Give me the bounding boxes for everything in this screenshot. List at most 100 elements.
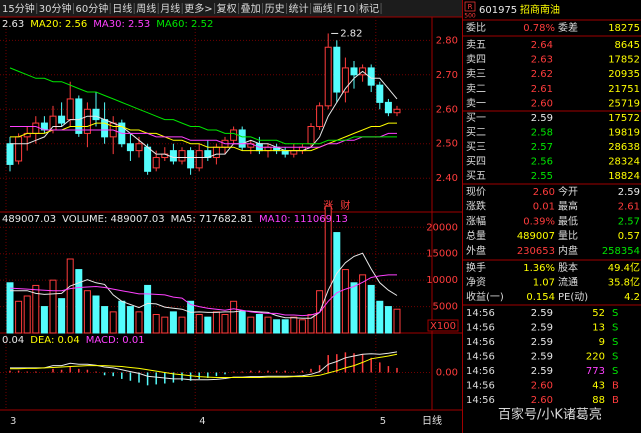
book-price: 2.61: [531, 84, 553, 95]
field-value: 489007: [517, 231, 555, 242]
book-volume: 19819: [608, 128, 640, 139]
toolbar-tab[interactable]: 日线: [112, 2, 132, 15]
volume-bar: [92, 295, 100, 334]
book-volume: 18824: [608, 171, 640, 182]
candle-body: [350, 67, 358, 76]
candle-body: [101, 119, 109, 138]
volume-bar: [152, 314, 160, 334]
indicator-line: [10, 353, 398, 378]
book-volume: 8645: [615, 40, 640, 51]
book-label: 卖二: [466, 83, 486, 95]
toolbar-tab[interactable]: 统计: [289, 2, 309, 15]
field-value: 0.01: [533, 202, 555, 213]
volume-bar: [187, 300, 195, 334]
indicator-label: 489007.03: [2, 214, 56, 225]
trade-side: B: [612, 395, 619, 406]
volume-bar: [178, 316, 186, 334]
candle-body: [178, 150, 186, 162]
volume-bar: [83, 290, 91, 334]
indicator-line: [10, 126, 397, 148]
field-value: 49.4亿: [608, 261, 640, 274]
volume-bar: [118, 300, 126, 334]
candle-body: [126, 143, 134, 152]
candle-body: [384, 101, 392, 114]
trade-time: 14:56: [466, 337, 495, 348]
indicator-label: MA5: 717682.81: [171, 214, 253, 225]
trade-volume: 88: [592, 395, 605, 406]
book-price: 2.63: [531, 55, 553, 66]
stock-name: 招商南油: [520, 3, 560, 16]
trade-side: S: [612, 352, 618, 363]
toolbar-tab[interactable]: 叠加: [241, 3, 261, 15]
field-label: 委差: [558, 21, 578, 34]
y-tick-label: 5000: [433, 302, 458, 313]
toolbar-tab[interactable]: 月线: [160, 2, 180, 15]
volume-bar: [75, 269, 83, 334]
candle-body: [66, 98, 74, 121]
toolbar-tab[interactable]: 更多>: [184, 2, 212, 15]
toolbar-tab[interactable]: 周线: [136, 2, 156, 15]
candle-body: [341, 67, 349, 93]
unit-label: X100: [430, 321, 456, 332]
trade-side: S: [612, 337, 618, 348]
indicator-line: [10, 351, 398, 381]
toolbar-tab[interactable]: 60分钟: [75, 2, 108, 15]
book-label: 买二: [466, 127, 486, 139]
field-label: 最低: [558, 214, 578, 227]
candle-body: [83, 108, 91, 134]
y-tick-label: 2.40: [436, 173, 458, 184]
candle-body: [316, 105, 324, 128]
candle-body: [238, 129, 246, 148]
period-tab[interactable]: 日线: [422, 414, 442, 427]
candle-body: [135, 143, 143, 152]
field-label: 现价: [466, 186, 486, 198]
candle-body: [195, 150, 203, 169]
y-tick-label: 2.80: [436, 35, 458, 46]
volume-bar: [23, 295, 31, 334]
indicator-label: DEA: 0.04: [30, 335, 80, 346]
field-label: 外盘: [466, 244, 486, 257]
field-label: 净资: [466, 276, 486, 289]
event-marker[interactable]: 财: [340, 199, 350, 212]
y-tick-label: 15000: [426, 249, 458, 260]
volume-bar: [281, 319, 289, 334]
trade-volume: 43: [592, 381, 605, 392]
field-value: 0.39%: [523, 216, 555, 227]
field-value: 230653: [517, 246, 555, 257]
candle-body: [290, 150, 298, 155]
trade-price: 2.59: [531, 352, 553, 363]
badge: R: [468, 3, 473, 11]
book-label: 买一: [466, 112, 486, 124]
indicator-label: 2.63: [2, 19, 24, 30]
toolbar-tab[interactable]: 历史: [265, 3, 285, 15]
volume-bar: [126, 306, 134, 334]
trade-price: 2.60: [531, 381, 553, 392]
y-tick-label: 0.00: [436, 368, 458, 379]
indicator-line: [10, 70, 398, 158]
book-price: 2.56: [531, 157, 553, 168]
indicator-label: MA10: 111069.13: [259, 214, 348, 225]
toolbar-tab[interactable]: F10: [337, 4, 355, 15]
volume-bar: [144, 284, 152, 334]
volume-bar: [230, 300, 238, 334]
field-value: 2.60: [533, 187, 555, 198]
book-price: 2.58: [531, 128, 553, 139]
volume-bar: [195, 314, 203, 334]
toolbar-tab[interactable]: 15分钟: [2, 2, 35, 15]
volume-bar: [212, 311, 220, 334]
volume-bar: [359, 274, 367, 334]
indicator-label: MA60: 2.52: [156, 19, 213, 30]
volume-bar: [264, 316, 272, 334]
toolbar-tab[interactable]: 画线: [313, 2, 333, 15]
toolbar-tab[interactable]: 标记: [359, 3, 379, 15]
unit-box: [427, 319, 459, 332]
book-price: 2.60: [531, 98, 553, 109]
volume-bar: [135, 311, 143, 334]
field-value: 35.8亿: [608, 276, 640, 289]
toolbar-tab[interactable]: 30分钟: [39, 2, 72, 15]
candle-body: [32, 122, 40, 134]
toolbar-tab[interactable]: 复权: [217, 2, 237, 15]
book-price: 2.55: [531, 171, 553, 182]
book-label: 买三: [466, 141, 486, 153]
